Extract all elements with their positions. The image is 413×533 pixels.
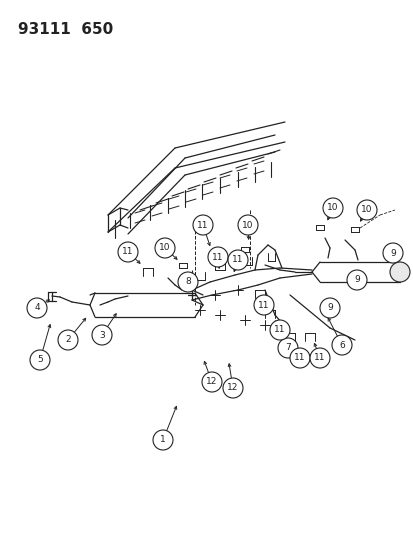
Text: 8: 8 — [185, 278, 190, 287]
Text: 12: 12 — [227, 384, 238, 392]
Text: 2: 2 — [65, 335, 71, 344]
Circle shape — [207, 247, 228, 267]
Circle shape — [331, 335, 351, 355]
Text: 4: 4 — [34, 303, 40, 312]
Circle shape — [289, 348, 309, 368]
Text: 10: 10 — [326, 204, 338, 213]
Text: 11: 11 — [273, 326, 285, 335]
Circle shape — [202, 372, 221, 392]
Circle shape — [322, 198, 342, 218]
Circle shape — [178, 272, 197, 292]
Text: 11: 11 — [197, 221, 208, 230]
Text: 1: 1 — [160, 435, 166, 445]
Circle shape — [346, 270, 366, 290]
Circle shape — [58, 330, 78, 350]
Circle shape — [237, 215, 257, 235]
Circle shape — [309, 348, 329, 368]
Circle shape — [92, 325, 112, 345]
Circle shape — [118, 242, 138, 262]
Text: 93111  650: 93111 650 — [18, 22, 113, 37]
Text: 3: 3 — [99, 330, 104, 340]
Text: 12: 12 — [206, 377, 217, 386]
Circle shape — [27, 298, 47, 318]
Circle shape — [277, 338, 297, 358]
Text: 10: 10 — [159, 244, 170, 253]
Circle shape — [30, 350, 50, 370]
Text: 11: 11 — [122, 247, 133, 256]
Circle shape — [382, 243, 402, 263]
Text: 10: 10 — [361, 206, 372, 214]
Text: 9: 9 — [389, 248, 395, 257]
Circle shape — [319, 298, 339, 318]
Text: 11: 11 — [294, 353, 305, 362]
Circle shape — [389, 262, 409, 282]
Text: 9: 9 — [326, 303, 332, 312]
Circle shape — [192, 215, 212, 235]
Circle shape — [223, 378, 242, 398]
Text: 11: 11 — [232, 255, 243, 264]
Text: 11: 11 — [258, 301, 269, 310]
Text: 5: 5 — [37, 356, 43, 365]
Text: 9: 9 — [353, 276, 359, 285]
Circle shape — [254, 295, 273, 315]
Text: 11: 11 — [212, 253, 223, 262]
Circle shape — [356, 200, 376, 220]
Text: 6: 6 — [338, 341, 344, 350]
Text: 7: 7 — [285, 343, 290, 352]
Circle shape — [269, 320, 289, 340]
Text: 10: 10 — [242, 221, 253, 230]
Circle shape — [154, 238, 175, 258]
Circle shape — [228, 250, 247, 270]
Circle shape — [153, 430, 173, 450]
Text: 11: 11 — [313, 353, 325, 362]
